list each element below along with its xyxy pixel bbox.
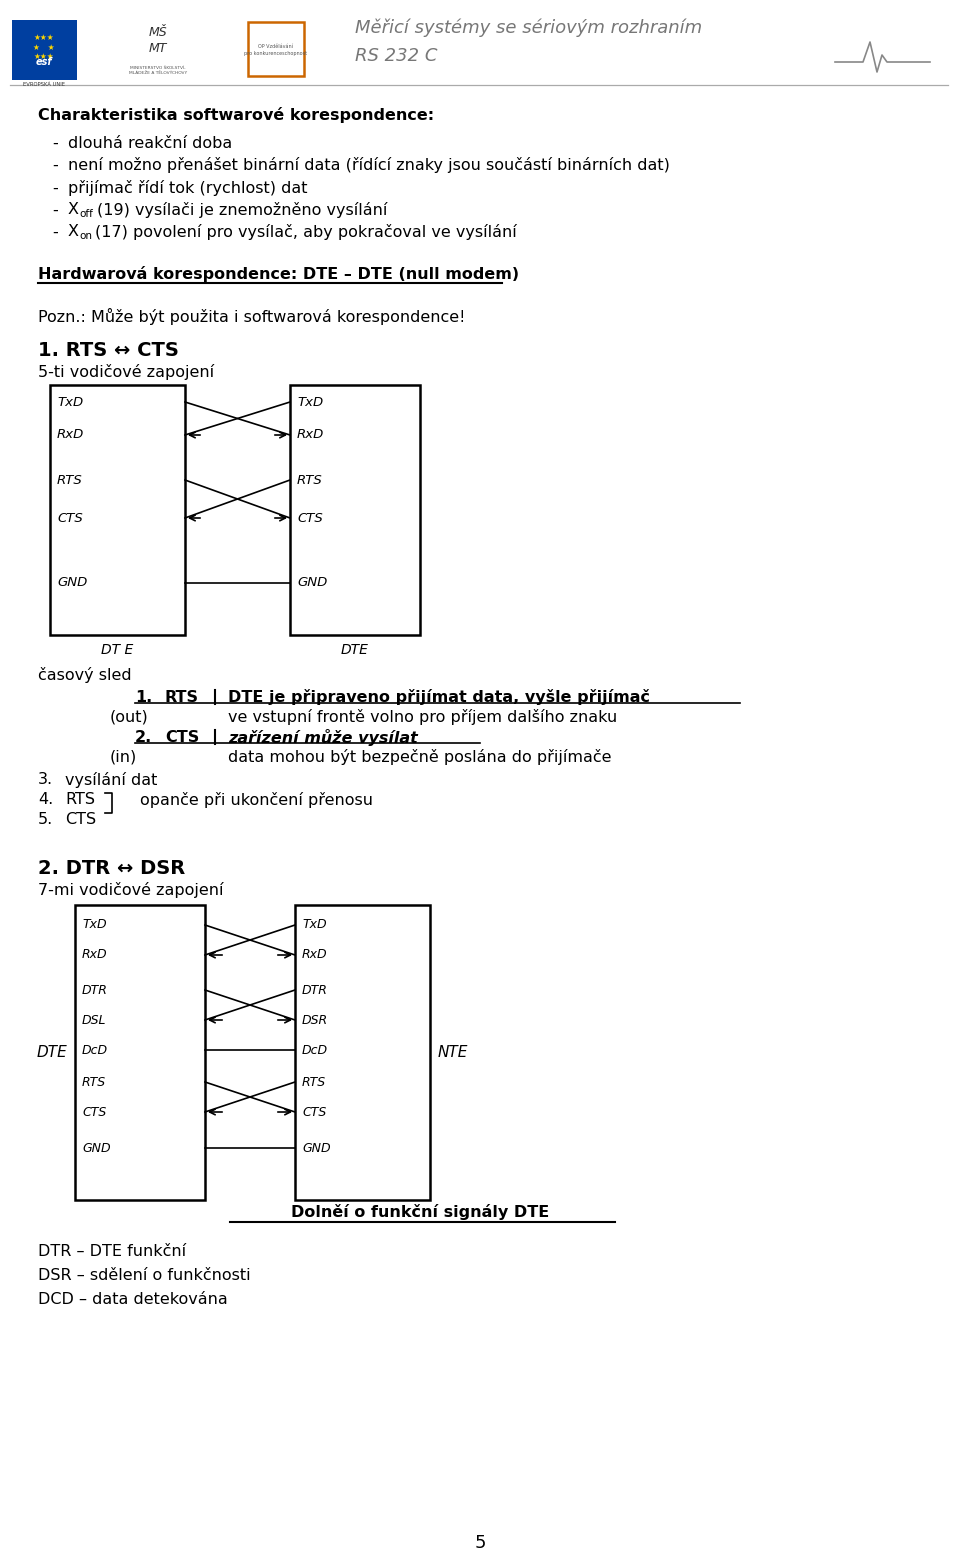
Text: vysílání dat: vysílání dat <box>65 772 157 789</box>
Text: MŠ: MŠ <box>149 27 167 39</box>
Text: RTS: RTS <box>302 1075 326 1089</box>
Bar <box>50 385 185 635</box>
Text: Dolněí o funkční signály DTE: Dolněí o funkční signály DTE <box>291 1203 549 1221</box>
Text: časový sled: časový sled <box>38 667 132 682</box>
Text: 7-mi vodičové zapojení: 7-mi vodičové zapojení <box>38 883 224 898</box>
Text: DTR: DTR <box>302 983 328 997</box>
Text: Hardwarová korespondence: DTE – DTE (null modem): Hardwarová korespondence: DTE – DTE (nul… <box>38 266 519 282</box>
Text: DTE: DTE <box>36 1045 67 1060</box>
Text: X: X <box>68 202 79 218</box>
Text: CTS: CTS <box>165 729 200 745</box>
Text: -: - <box>52 180 58 196</box>
Text: ★★★
★   ★
★★★: ★★★ ★ ★ ★★★ <box>34 33 55 61</box>
Bar <box>75 905 205 1200</box>
Text: DTR – DTE funkční: DTR – DTE funkční <box>38 1244 186 1260</box>
Text: DCD – data detekována: DCD – data detekována <box>38 1293 228 1307</box>
Text: on: on <box>79 232 92 241</box>
Text: (out): (out) <box>110 709 149 725</box>
Text: TxD: TxD <box>82 919 107 931</box>
Text: 5-ti vodičové zapojení: 5-ti vodičové zapojení <box>38 365 214 380</box>
Text: (19) vysílači je znemožněno vysílání: (19) vysílači je znemožněno vysílání <box>97 202 388 218</box>
Text: TxD: TxD <box>297 396 324 408</box>
Text: DTR: DTR <box>82 983 108 997</box>
Text: RTS: RTS <box>57 474 83 487</box>
Text: NTE: NTE <box>438 1045 468 1060</box>
Text: MT: MT <box>149 42 167 55</box>
Text: 2.: 2. <box>135 729 153 745</box>
Text: EVROPSKÁ UNIE: EVROPSKÁ UNIE <box>23 81 65 88</box>
Text: RS 232 C: RS 232 C <box>355 47 438 66</box>
Text: přijímač řídí tok (rychlost) dat: přijímač řídí tok (rychlost) dat <box>68 180 307 196</box>
Text: DSL: DSL <box>82 1014 107 1027</box>
Text: esf: esf <box>36 56 52 67</box>
Text: DcD: DcD <box>82 1044 108 1056</box>
Text: CTS: CTS <box>57 512 83 524</box>
Text: OP Vzdělávání
pro konkurenceschopnost: OP Vzdělávání pro konkurenceschopnost <box>245 44 307 56</box>
Text: RTS: RTS <box>297 474 323 487</box>
Text: 1.: 1. <box>135 690 153 704</box>
Text: TxD: TxD <box>57 396 84 408</box>
Text: 5.: 5. <box>38 812 53 828</box>
Text: ve vstupní frontě volno pro příjem dalšího znaku: ve vstupní frontě volno pro příjem další… <box>228 709 617 725</box>
Text: GND: GND <box>302 1141 330 1155</box>
Text: -: - <box>52 202 58 218</box>
Text: off: off <box>79 210 93 219</box>
Text: Charakteristika softwarové korespondence:: Charakteristika softwarové korespondence… <box>38 106 434 124</box>
Text: (17) povolení pro vysílač, aby pokračoval ve vysílání: (17) povolení pro vysílač, aby pokračova… <box>95 224 516 239</box>
Text: RTS: RTS <box>65 792 95 808</box>
Text: GND: GND <box>82 1141 110 1155</box>
Text: DTE: DTE <box>341 643 369 657</box>
Text: Měřicí systémy se sériovým rozhraním: Měřicí systémy se sériovým rozhraním <box>355 19 702 38</box>
Text: DcD: DcD <box>302 1044 328 1056</box>
Text: není možno přenášet binární data (řídící znaky jsou součástí binárních dat): není možno přenášet binární data (řídící… <box>68 156 670 174</box>
Text: 1. RTS ↔ CTS: 1. RTS ↔ CTS <box>38 341 179 360</box>
Text: MINISTERSTVO ŠKOLSTVÍ,
MLÁDEŽE A TĚLOVÝCHOVY: MINISTERSTVO ŠKOLSTVÍ, MLÁDEŽE A TĚLOVÝC… <box>129 66 187 75</box>
Text: (in): (in) <box>110 750 137 764</box>
Text: CTS: CTS <box>65 812 96 828</box>
Text: RTS: RTS <box>82 1075 107 1089</box>
Text: TxD: TxD <box>302 919 326 931</box>
Text: DT E: DT E <box>102 643 133 657</box>
Text: RxD: RxD <box>297 429 324 441</box>
Text: 3.: 3. <box>38 773 53 787</box>
Text: DSR – sdělení o funkčnosti: DSR – sdělení o funkčnosti <box>38 1269 251 1283</box>
Text: DTE je připraveno přijímat data, vyšle přijímač: DTE je připraveno přijímat data, vyšle p… <box>228 689 650 704</box>
Text: opanče při ukončení přenosu: opanče při ukončení přenosu <box>140 792 373 808</box>
Text: GND: GND <box>57 576 87 590</box>
Text: 4.: 4. <box>38 792 53 808</box>
Text: CTS: CTS <box>302 1105 326 1119</box>
Text: -: - <box>52 136 58 150</box>
Text: DSR: DSR <box>302 1014 328 1027</box>
Text: RTS: RTS <box>165 690 199 704</box>
Text: CTS: CTS <box>82 1105 107 1119</box>
Text: RxD: RxD <box>57 429 84 441</box>
Text: -: - <box>52 158 58 172</box>
Text: GND: GND <box>297 576 327 590</box>
Bar <box>295 905 430 1200</box>
Text: dlouhá reakční doba: dlouhá reakční doba <box>68 136 232 150</box>
Bar <box>248 22 304 77</box>
Bar <box>12 20 77 80</box>
Text: CTS: CTS <box>297 512 323 524</box>
Text: zařízení může vysílat: zařízení může vysílat <box>228 728 418 745</box>
Text: Pozn.: Může být použita i softwarová korespondence!: Pozn.: Může být použita i softwarová kor… <box>38 307 466 324</box>
Text: RxD: RxD <box>302 948 327 961</box>
Text: -: - <box>52 224 58 239</box>
Bar <box>290 385 420 635</box>
Text: 5: 5 <box>474 1534 486 1552</box>
Text: RxD: RxD <box>82 948 108 961</box>
Text: 2. DTR ↔ DSR: 2. DTR ↔ DSR <box>38 859 185 878</box>
Text: X: X <box>68 224 79 239</box>
Text: data mohou být bezpečně poslána do přijímače: data mohou být bezpečně poslána do přijí… <box>228 750 612 765</box>
